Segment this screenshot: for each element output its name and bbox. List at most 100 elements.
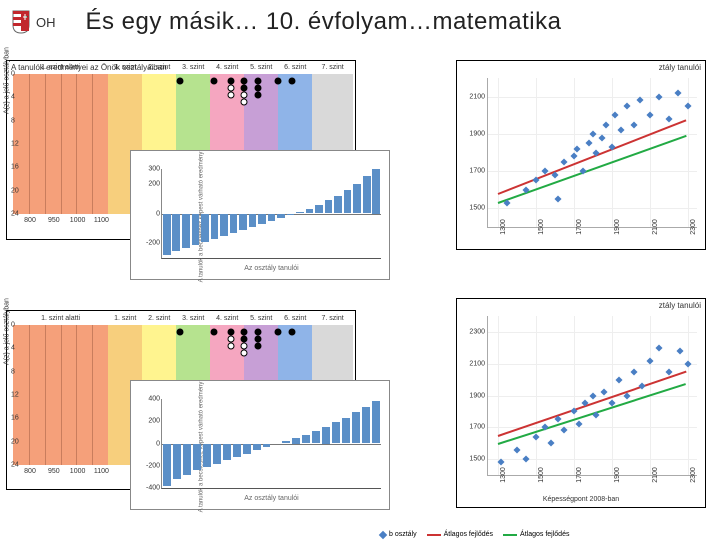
bar	[263, 444, 271, 447]
level-label: 6. szint	[278, 315, 312, 322]
student-dot	[254, 78, 261, 85]
ytick: -200	[146, 240, 162, 247]
scatter-xlabel: Képességpont 2008-ban	[543, 496, 619, 503]
ytick: 24	[11, 462, 19, 469]
bar	[362, 407, 370, 444]
scatter-point	[623, 102, 630, 109]
level-label: 5. szint	[244, 64, 278, 71]
bar	[312, 431, 320, 443]
level-label: 1. szint alatti	[13, 64, 108, 71]
bar	[352, 412, 360, 443]
bar-xlabel: Az osztály tanulói	[244, 495, 298, 502]
ytick: 200	[148, 180, 162, 187]
xtick: 1700	[574, 467, 583, 483]
xtick: 1000	[70, 217, 86, 224]
bar	[192, 214, 200, 245]
ytick: 0	[156, 440, 162, 447]
ytick: 20	[11, 187, 19, 194]
level-label: 1. szint	[108, 64, 142, 71]
student-dot	[241, 85, 248, 92]
level-label: 2. szint	[142, 64, 176, 71]
student-dot	[288, 329, 295, 336]
ytick: 2100	[469, 360, 488, 367]
level-label: 5. szint	[244, 315, 278, 322]
scatter-point	[617, 127, 624, 134]
bar-chart-bottom: A tanulók a becsléshez képest várható er…	[130, 380, 390, 510]
bar-chart-top: A tanulók a becsléshez képest várható er…	[130, 150, 390, 280]
scatter-point	[631, 368, 638, 375]
xtick: 2300	[688, 219, 697, 235]
student-dot	[241, 336, 248, 343]
scatter-point	[665, 368, 672, 375]
scatter-point	[598, 134, 605, 141]
ytick: 1700	[469, 168, 488, 175]
page-title: És egy másik… 10. évfolyam…matematika	[86, 8, 562, 36]
bar	[239, 214, 247, 230]
level-label: 3. szint	[176, 315, 210, 322]
xtick: 2100	[650, 467, 659, 483]
bar	[287, 214, 295, 215]
level-label: 4. szint	[210, 64, 244, 71]
xtick: 800	[24, 217, 36, 224]
student-dot	[254, 336, 261, 343]
scatter-point	[616, 376, 623, 383]
student-dot	[241, 92, 248, 99]
ytick: -200	[146, 462, 162, 469]
bar	[353, 184, 361, 214]
bar	[342, 418, 350, 444]
xtick: 950	[48, 217, 60, 224]
bar	[363, 176, 371, 213]
student-dot	[241, 99, 248, 106]
scatter-point	[547, 440, 554, 447]
xtick: 2100	[650, 219, 659, 235]
ytick: 8	[11, 368, 15, 375]
legend-label: b osztály	[389, 531, 417, 538]
bar	[183, 444, 191, 475]
trend-line	[498, 135, 687, 204]
level-label: 2. szint	[142, 315, 176, 322]
scatter-title: ztály tanulói	[457, 299, 705, 312]
legend-label: Átlagos fejlődés	[520, 531, 569, 538]
ytick: 12	[11, 141, 19, 148]
scatter-point	[522, 456, 529, 463]
scatter-point	[684, 102, 691, 109]
xtick: 1100	[94, 217, 109, 224]
student-dot	[254, 85, 261, 92]
legend-item: b osztály	[380, 531, 417, 538]
bar	[372, 401, 380, 443]
student-dot	[288, 78, 295, 85]
student-dot	[210, 78, 217, 85]
legend-item: Átlagos fejlődés	[503, 531, 569, 538]
ytick: 16	[11, 164, 19, 171]
bar	[306, 209, 314, 213]
bar	[233, 444, 241, 457]
scatter-point	[655, 93, 662, 100]
bar	[249, 214, 257, 227]
legend-item: Átlagos fejlődés	[427, 531, 493, 538]
level-label: 3. szint	[176, 64, 210, 71]
scatter-point	[570, 153, 577, 160]
student-dot	[275, 78, 282, 85]
ytick: 12	[11, 392, 19, 399]
bar-plot-area: A tanulók a becsléshez képest várható er…	[161, 169, 381, 259]
level-label: 7. szint	[312, 315, 353, 322]
bar	[372, 169, 380, 214]
scatter-point	[676, 347, 683, 354]
header: OH És egy másik… 10. évfolyam…matematika	[0, 0, 720, 44]
bar	[258, 214, 266, 224]
ytick: 2300	[469, 328, 488, 335]
bar	[315, 205, 323, 214]
scatter-legend: b osztály Átlagos fejlődés Átlagos fejlődé…	[380, 531, 569, 538]
level-label: 1. szint alatti	[13, 315, 108, 322]
bar	[334, 196, 342, 214]
bar	[296, 212, 304, 213]
student-dot	[227, 92, 234, 99]
level-label: 6. szint	[278, 64, 312, 71]
ytick: 2100	[469, 93, 488, 100]
bar	[163, 444, 171, 486]
scatter-chart-bottom: ztály tanulói 15001700190021002300130015…	[456, 298, 706, 508]
xtick: 1900	[612, 467, 621, 483]
scatter-point	[589, 130, 596, 137]
scatter-point	[602, 121, 609, 128]
scatter-point	[684, 360, 691, 367]
